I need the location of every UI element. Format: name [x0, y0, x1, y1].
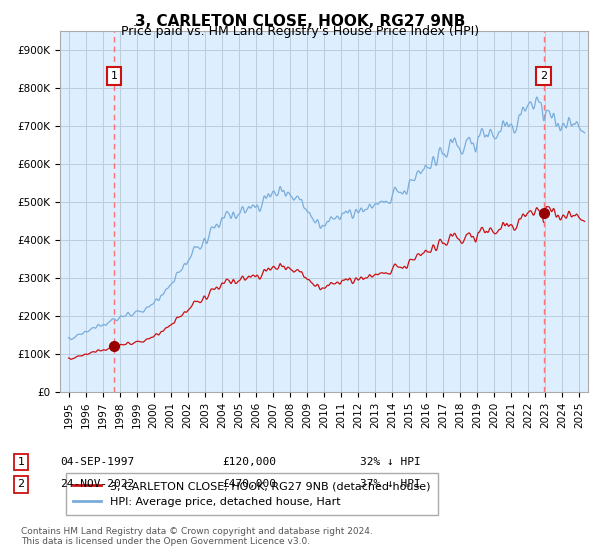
- Text: 2: 2: [540, 71, 547, 81]
- Text: 24-NOV-2022: 24-NOV-2022: [60, 479, 134, 489]
- Text: 1: 1: [17, 457, 25, 467]
- Text: 04-SEP-1997: 04-SEP-1997: [60, 457, 134, 467]
- Text: 1: 1: [110, 71, 118, 81]
- Text: 3, CARLETON CLOSE, HOOK, RG27 9NB: 3, CARLETON CLOSE, HOOK, RG27 9NB: [135, 14, 465, 29]
- Text: 32% ↓ HPI: 32% ↓ HPI: [360, 457, 421, 467]
- Text: Contains HM Land Registry data © Crown copyright and database right 2024.
This d: Contains HM Land Registry data © Crown c…: [21, 526, 373, 546]
- Text: 37% ↓ HPI: 37% ↓ HPI: [360, 479, 421, 489]
- Text: Price paid vs. HM Land Registry's House Price Index (HPI): Price paid vs. HM Land Registry's House …: [121, 25, 479, 38]
- Text: £470,000: £470,000: [222, 479, 276, 489]
- Text: 2: 2: [17, 479, 25, 489]
- Legend: 3, CARLETON CLOSE, HOOK, RG27 9NB (detached house), HPI: Average price, detached: 3, CARLETON CLOSE, HOOK, RG27 9NB (detac…: [65, 473, 438, 515]
- Text: £120,000: £120,000: [222, 457, 276, 467]
